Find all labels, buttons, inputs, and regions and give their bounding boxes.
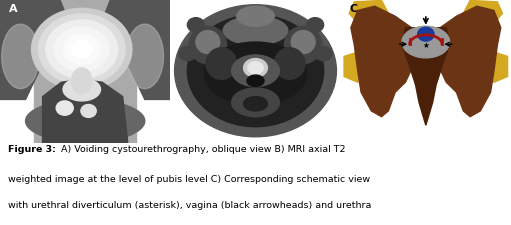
Ellipse shape — [274, 49, 305, 80]
Ellipse shape — [285, 27, 322, 64]
Ellipse shape — [72, 69, 92, 94]
Polygon shape — [42, 80, 128, 143]
Text: weighted image at the level of pubis level C) Corresponding schematic view: weighted image at the level of pubis lev… — [8, 174, 370, 183]
Ellipse shape — [32, 9, 132, 91]
Ellipse shape — [196, 32, 220, 54]
Circle shape — [417, 28, 434, 42]
Ellipse shape — [188, 19, 204, 33]
Ellipse shape — [179, 47, 196, 61]
Ellipse shape — [402, 27, 450, 58]
Ellipse shape — [2, 25, 39, 89]
Bar — [34, 0, 136, 143]
Ellipse shape — [81, 105, 96, 118]
Text: Figure 3:: Figure 3: — [8, 144, 56, 153]
Ellipse shape — [189, 27, 226, 64]
Ellipse shape — [26, 100, 145, 143]
Text: B: B — [179, 4, 187, 14]
Text: A: A — [9, 4, 17, 14]
Ellipse shape — [71, 41, 92, 58]
Text: C: C — [349, 4, 357, 14]
Ellipse shape — [63, 35, 100, 65]
Polygon shape — [102, 0, 170, 100]
Ellipse shape — [247, 76, 264, 87]
Ellipse shape — [204, 43, 307, 106]
Ellipse shape — [231, 56, 280, 87]
Text: ★: ★ — [423, 41, 429, 50]
Ellipse shape — [248, 63, 263, 75]
Polygon shape — [0, 0, 68, 100]
Text: A) Voiding cystourethrography, oblique view B) MRI axial T2: A) Voiding cystourethrography, oblique v… — [58, 144, 346, 153]
Polygon shape — [351, 7, 419, 117]
Ellipse shape — [206, 49, 237, 80]
Ellipse shape — [56, 101, 73, 116]
Polygon shape — [349, 1, 388, 26]
Ellipse shape — [175, 6, 336, 137]
Ellipse shape — [63, 79, 101, 101]
Ellipse shape — [46, 21, 118, 79]
Ellipse shape — [188, 16, 323, 127]
Ellipse shape — [244, 59, 267, 78]
Ellipse shape — [54, 28, 109, 72]
Polygon shape — [463, 1, 502, 26]
Polygon shape — [344, 53, 368, 83]
Ellipse shape — [315, 47, 332, 61]
Ellipse shape — [223, 17, 288, 46]
Polygon shape — [484, 53, 507, 83]
Ellipse shape — [38, 15, 125, 85]
Text: with urethral diverticulum (asterisk), vagina (black arrowheads) and urethra: with urethral diverticulum (asterisk), v… — [8, 200, 371, 209]
Ellipse shape — [307, 19, 323, 33]
Polygon shape — [433, 7, 501, 117]
Ellipse shape — [231, 89, 280, 117]
Ellipse shape — [291, 32, 315, 54]
Ellipse shape — [126, 25, 164, 89]
Polygon shape — [402, 29, 450, 126]
Ellipse shape — [244, 97, 267, 111]
Ellipse shape — [237, 7, 274, 27]
